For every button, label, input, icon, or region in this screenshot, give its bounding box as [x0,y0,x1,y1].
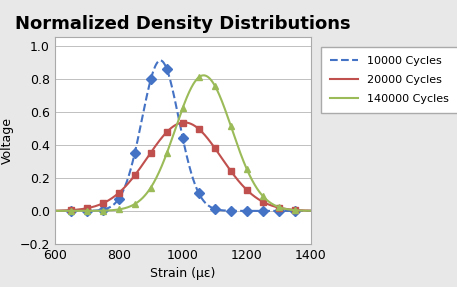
20000 Cycles [255,197,261,201]
140000 Cycles [73,209,79,213]
20000 Cycles [181,121,187,124]
10000 Cycles [73,209,79,213]
140000 Cycles [230,131,236,135]
140000 Cycles [164,152,170,155]
Line: 20000 Cycles: 20000 Cycles [48,123,317,211]
140000 Cycles [255,189,261,192]
20000 Cycles [230,172,236,176]
Y-axis label: Voltage: Voltage [1,117,14,164]
140000 Cycles [154,174,160,178]
10000 Cycles [154,61,160,65]
X-axis label: Strain (με): Strain (με) [150,267,216,280]
Line: 140000 Cycles: 140000 Cycles [48,75,317,211]
20000 Cycles [154,142,160,146]
140000 Cycles [46,209,51,213]
10000 Cycles [158,59,163,62]
20000 Cycles [260,200,266,204]
140000 Cycles [314,209,320,213]
10000 Cycles [230,209,236,213]
20000 Cycles [73,208,79,212]
10000 Cycles [46,209,51,213]
140000 Cycles [260,195,266,198]
20000 Cycles [164,130,170,134]
10000 Cycles [314,209,320,213]
20000 Cycles [314,209,320,212]
10000 Cycles [165,68,170,71]
140000 Cycles [201,73,207,77]
Title: Normalized Density Distributions: Normalized Density Distributions [15,15,351,33]
Line: 10000 Cycles: 10000 Cycles [48,61,317,211]
20000 Cycles [46,209,51,212]
Legend: 10000 Cycles, 20000 Cycles, 140000 Cycles: 10000 Cycles, 20000 Cycles, 140000 Cycle… [321,47,457,113]
10000 Cycles [255,209,261,213]
10000 Cycles [260,209,266,213]
